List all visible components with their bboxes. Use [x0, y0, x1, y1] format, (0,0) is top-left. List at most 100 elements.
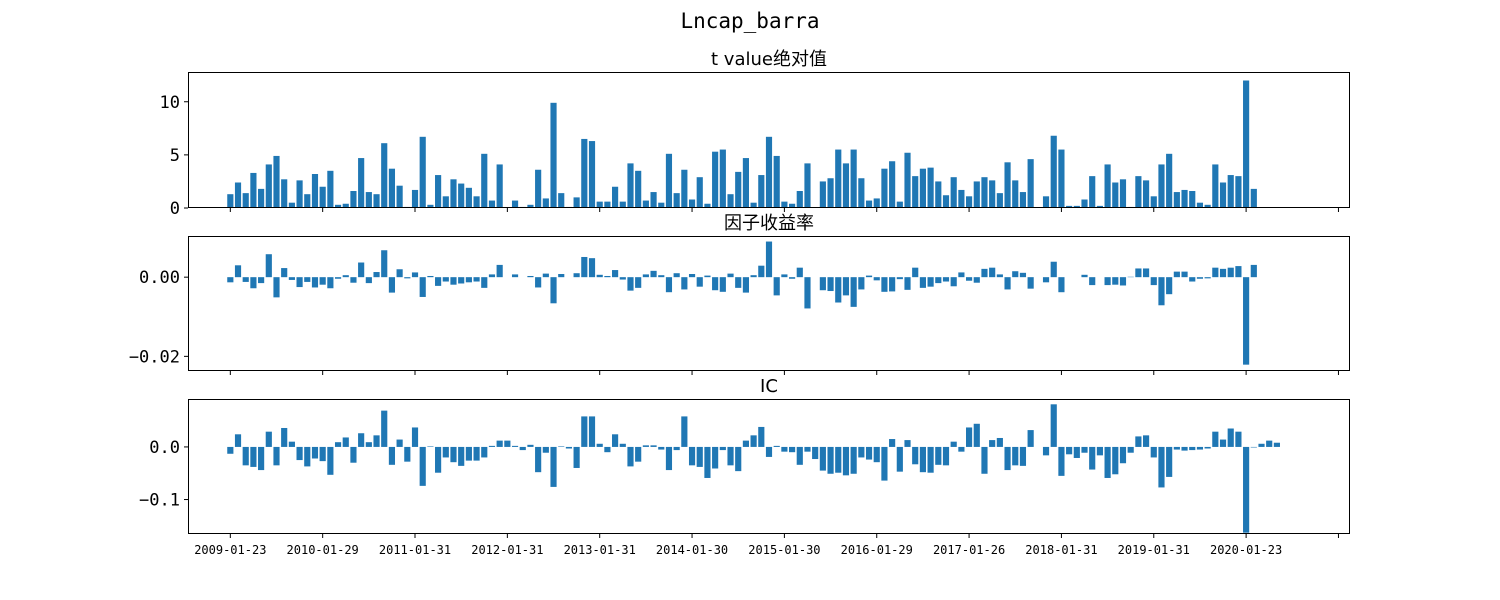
ic-xtick-label: 2018-01-31 — [1025, 543, 1097, 557]
factor-return-bar — [627, 277, 634, 291]
factor-return-bar — [281, 268, 288, 278]
ic-bar — [1119, 446, 1127, 464]
factor-return-bar — [542, 273, 549, 278]
ic-ytick-label: −0.1 — [139, 491, 180, 511]
ic-bar — [758, 426, 765, 447]
figure-title: Lncap_barra — [680, 9, 819, 33]
ic-bar — [573, 446, 580, 468]
ic-bar — [1127, 446, 1134, 453]
ic-bar — [1173, 446, 1180, 450]
tvalue-bar — [1058, 149, 1065, 208]
ic-bar — [1189, 446, 1196, 451]
tvalue-bar — [465, 187, 472, 208]
ic-bar — [350, 446, 357, 463]
tvalue-bar — [419, 136, 426, 208]
factor-return-bar — [1173, 271, 1180, 278]
tvalue-bar — [1104, 164, 1111, 208]
tvalue-bar — [1212, 164, 1219, 208]
tvalue-bar — [288, 202, 295, 208]
ic-bar — [550, 446, 557, 487]
factor-return-bar — [842, 277, 850, 296]
ic-bar — [889, 439, 896, 447]
tvalue-bar — [1073, 205, 1080, 209]
ic-bar — [1042, 446, 1050, 456]
factor-return-bar — [304, 277, 311, 282]
factor-return-bar — [973, 277, 980, 283]
ic-bar — [1204, 446, 1211, 449]
ic-bar — [688, 446, 696, 466]
factor-return-bar — [1142, 268, 1150, 278]
tvalue-bar — [458, 183, 465, 208]
ic-bar — [1235, 431, 1242, 447]
ic-bar — [465, 446, 472, 461]
tvalue-bar — [1235, 176, 1242, 209]
factor-return-bar — [1135, 268, 1142, 278]
factor-return-bar — [827, 277, 834, 292]
ic-ytick-label: 0.0 — [149, 438, 180, 458]
factor-return-bar — [581, 256, 588, 278]
factor-return-bar — [688, 274, 696, 278]
factor-return-bar — [1058, 277, 1065, 293]
factor-return-ytick-label: 0.00 — [139, 268, 180, 288]
factor-return-bar — [573, 273, 580, 278]
factor-return-bar — [889, 277, 896, 292]
factor-return-bar — [1012, 271, 1019, 278]
tvalue-bar — [304, 194, 311, 208]
tvalue-bar — [1158, 164, 1165, 208]
ic-bar — [858, 446, 865, 458]
factor-return-bar — [458, 277, 465, 284]
ic-bar — [481, 446, 488, 458]
tvalue-bar — [319, 186, 326, 208]
ic-bar — [1250, 446, 1257, 448]
ic-bar — [742, 440, 749, 447]
factor-return-bar — [265, 254, 272, 278]
ic-bar — [835, 446, 842, 473]
factor-return-bar — [904, 277, 911, 290]
ic-bar — [265, 431, 272, 447]
tvalue-bar — [889, 161, 896, 208]
factor-return-bar — [765, 241, 773, 278]
tvalue-bar — [473, 196, 480, 208]
tvalue-bar — [604, 201, 611, 209]
tvalue-bar — [719, 149, 726, 208]
factor-return-bar — [781, 274, 788, 278]
ic-bar — [381, 410, 388, 447]
factor-return-bar — [388, 277, 396, 293]
ic-bar — [304, 446, 311, 467]
ic-bar — [334, 442, 342, 447]
tvalue-bar — [827, 178, 834, 208]
tvalue-bar — [1189, 191, 1196, 208]
factor-return-bar — [712, 277, 719, 291]
tvalue-bar — [1027, 159, 1034, 209]
tvalue-bar — [742, 158, 749, 208]
ic-bar — [311, 446, 319, 459]
ic-bar — [504, 440, 511, 447]
factor-return-bar — [1042, 277, 1050, 283]
factor-return-bar — [334, 277, 342, 279]
factor-return-bar — [288, 277, 295, 280]
ic-bar — [388, 446, 396, 465]
tvalue-bar — [1181, 189, 1188, 208]
ic-xtick-label: 2015-01-30 — [748, 543, 820, 557]
tvalue-bar — [835, 149, 842, 208]
factor-return-bar — [1089, 277, 1096, 286]
ic-bar — [581, 416, 588, 447]
tvalue-bar — [896, 201, 903, 209]
tvalue-bar — [989, 180, 996, 209]
factor-return-bar — [742, 277, 749, 293]
factor-return-bar — [296, 277, 303, 288]
factor-return-bar — [1158, 277, 1165, 306]
ic-bar — [1112, 446, 1119, 475]
tvalue-bar — [1019, 192, 1027, 208]
ic-bar — [904, 440, 911, 447]
ic-bar — [927, 446, 934, 473]
ic-bar — [458, 446, 465, 466]
tvalue-frame — [188, 72, 1350, 208]
ic-bar — [488, 445, 496, 447]
ic-bar — [719, 446, 726, 451]
factor-return-bar — [488, 274, 496, 278]
ic-bar — [419, 446, 426, 486]
ic-bar — [650, 445, 657, 447]
ic-bar — [342, 437, 349, 447]
